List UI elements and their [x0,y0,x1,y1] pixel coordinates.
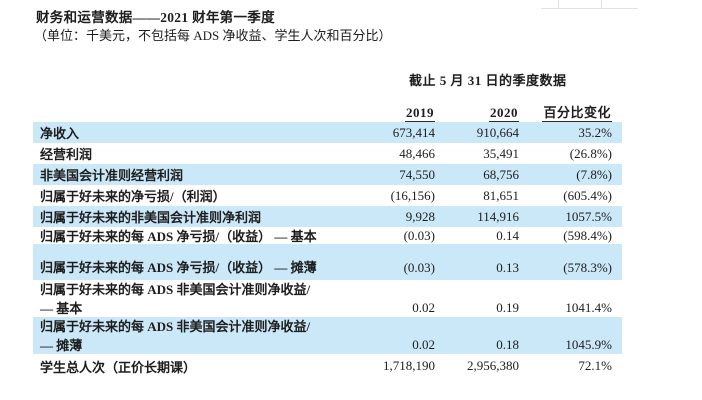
value-2019: (0.03) [403,227,435,243]
page-title: 财务和运营数据——2021 财年第一季度 [36,10,275,25]
value-pct-change: (598.4%) [563,227,612,243]
value-2020: 114,916 [477,208,519,224]
value-2019: 74,550 [399,166,435,182]
page-subtitle: （单位：千美元，不包括每 ADS 净收益、学生人次和百分比） [34,28,392,43]
table-row: 归属于好未来的每 ADS 净亏损/（收益） — 摊薄 (0.03) 0.13 (578… [33,244,622,280]
row-label: 净收入 [40,126,80,141]
row-label: 经营利润 [40,147,93,162]
artifact-divider [558,0,559,8]
value-2019: 673,414 [392,124,435,140]
window-artifact [541,0,638,9]
period-header: 截止 5 月 31 日的季度数据 [409,73,567,88]
value-2020: 35,491 [483,145,519,161]
column-header-2019: 2019 [405,105,435,122]
row-label: 归属于好未来的每 ADS 非美国会计准则净收益/ [40,319,311,334]
value-pct-change: 72.1% [578,358,612,373]
value-2020: 81,651 [483,187,519,203]
value-pct-change: 35.2% [578,124,612,140]
value-2019: 1,718,190 [383,358,435,373]
value-pct-change: (605.4%) [563,187,612,203]
table-row: 净收入 673,414 910,664 35.2% [33,122,622,143]
row-label: 归属于好未来的每 ADS 非美国会计准则净收益/ [40,282,311,297]
table-body: 净收入 673,414 910,664 35.2% 经营利润 48,466 35,491 (2… [33,122,622,378]
value-2020: 0.13 [496,260,519,275]
value-pct-change: (7.8%) [576,166,612,182]
value-pct-change: (578.3%) [563,260,612,275]
table-row: 归属于好未来的每 ADS 非美国会计准则净收益/ — 摊薄 0.02 0.18 1045… [33,317,622,354]
value-2020: 0.18 [496,336,519,352]
value-2019: 9,928 [405,208,435,224]
row-label: 归属于好未来的净亏损/（利润） [40,189,226,204]
value-2019: (16,156) [390,187,435,203]
column-header-2020: 2020 [489,105,519,122]
row-label: 学生总人次（正价长期课） [40,359,197,375]
artifact-divider [601,0,602,8]
column-header-pct-change: 百分比变化 [542,102,612,122]
value-pct-change: 1057.5% [565,208,612,224]
value-2019: 0.02 [412,299,435,315]
row-label: 归属于好未来的每 ADS 净亏损/（收益） — 摊薄 [40,260,317,275]
table-row: 归属于好未来的每 ADS 非美国会计准则净收益/ — 基本 0.02 0.19 1041… [33,280,622,317]
value-pct-change: 1041.4% [565,299,612,315]
value-2019: 48,466 [399,145,435,161]
table-row: 非美国会计准则经营利润 74,550 68,756 (7.8%) [33,164,622,185]
value-2019: 0.02 [412,336,435,352]
table-row: 归属于好未来的每 ADS 净亏损/（收益） — 基本 (0.03) 0.14 (598… [33,227,622,245]
value-2020: 910,664 [476,124,519,140]
row-label-continued: — 摊薄 [40,338,83,353]
financial-table: 2019 2020 百分比变化 净收入 673,414 910,664 35.2% 经营… [33,100,622,378]
row-label-continued: — 基本 [40,301,83,316]
row-second-line: — 基本 0.02 0.19 1041.4% [33,298,612,317]
table-header-row: 2019 2020 百分比变化 [33,100,622,122]
value-2020: 0.19 [496,299,519,315]
value-2020: 68,756 [483,166,519,182]
table-row: 经营利润 48,466 35,491 (26.8%) [33,143,622,164]
row-label: 归属于好未来的非美国会计准则净利润 [40,210,262,225]
row-label: 归属于好未来的每 ADS 净亏损/（收益） — 基本 [40,229,317,244]
value-2019: (0.03) [403,260,435,275]
row-second-line: — 摊薄 0.02 0.18 1045.9% [33,335,612,354]
table-row: 归属于好未来的净亏损/（利润） (16,156) 81,651 (605.4%) [33,185,622,206]
table-row: 归属于好未来的非美国会计准则净利润 9,928 114,916 1057.5% [33,206,622,227]
table-row: 学生总人次（正价长期课） 1,718,190 2,956,380 72.1% [33,354,622,378]
row-label: 非美国会计准则经营利润 [40,168,184,183]
value-pct-change: 1045.9% [565,336,612,352]
value-pct-change: (26.8%) [569,145,612,161]
value-2020: 2,956,380 [467,358,519,373]
value-2020: 0.14 [496,227,519,243]
